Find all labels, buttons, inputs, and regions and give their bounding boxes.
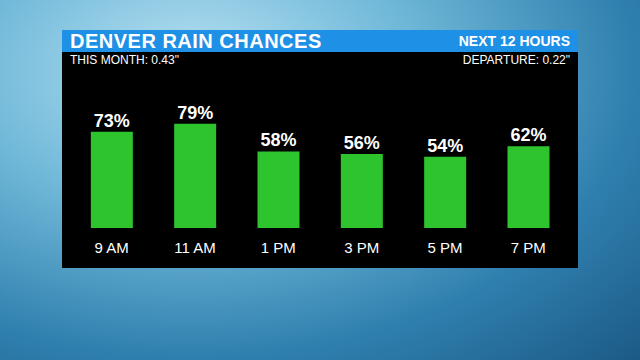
html-text:DEPARTURE: 0.22": DEPARTURE: 0.22" xyxy=(462,53,570,67)
svg-text:9 AM: 9 AM xyxy=(95,239,129,256)
svg-text:3 PM: 3 PM xyxy=(344,239,379,256)
svg-text:1 PM: 1 PM xyxy=(261,239,296,256)
svg-text:62%: 62% xyxy=(510,125,546,145)
svg-text:79%: 79% xyxy=(177,103,213,123)
svg-text:11 AM: 11 AM xyxy=(174,239,215,256)
svg-text:58%: 58% xyxy=(260,130,296,150)
svg-text:54%: 54% xyxy=(427,136,463,156)
svg-text:5 PM: 5 PM xyxy=(427,239,462,256)
svg-text:7 PM: 7 PM xyxy=(511,239,546,256)
html-text:DENVER RAIN CHANCES: DENVER RAIN CHANCES xyxy=(70,29,322,52)
svg-text:56%: 56% xyxy=(344,133,380,153)
html-text:THIS MONTH: 0.43": THIS MONTH: 0.43" xyxy=(70,53,179,67)
svg-text:73%: 73% xyxy=(94,111,130,131)
html-text:NEXT 12 HOURS: NEXT 12 HOURS xyxy=(458,33,570,49)
